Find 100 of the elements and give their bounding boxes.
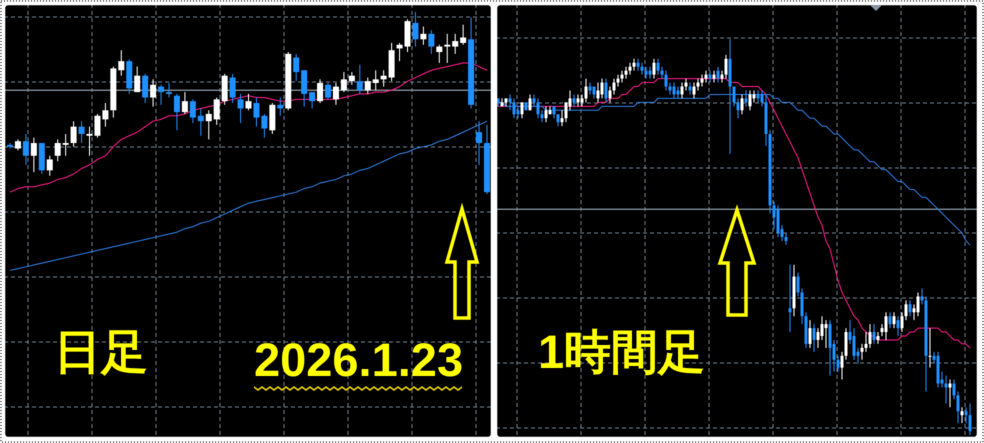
candlestick xyxy=(325,82,331,100)
candlestick xyxy=(844,328,848,360)
candlestick xyxy=(261,113,268,138)
candlestick xyxy=(600,78,604,99)
candlestick xyxy=(652,58,656,80)
candlestick xyxy=(756,90,760,103)
candlestick xyxy=(420,26,426,46)
candlestick xyxy=(948,379,952,408)
candlestick xyxy=(644,66,648,80)
candlestick xyxy=(604,78,608,103)
candlestick xyxy=(828,320,832,376)
candlestick xyxy=(412,12,418,48)
candlestick xyxy=(916,292,920,317)
candlestick xyxy=(716,66,720,84)
candlestick xyxy=(692,82,696,99)
candlestick xyxy=(860,343,864,360)
candlestick xyxy=(14,138,21,151)
candlestick xyxy=(94,113,100,138)
candlestick xyxy=(892,312,896,329)
candlestick xyxy=(46,155,53,176)
candlestick xyxy=(150,78,156,108)
candlestick xyxy=(684,78,688,91)
candlestick xyxy=(78,120,85,144)
candlestick xyxy=(190,98,196,124)
candlestick xyxy=(760,90,764,107)
candlestick xyxy=(436,44,442,64)
candlestick xyxy=(884,312,888,340)
candlestick xyxy=(198,108,204,136)
candlestick xyxy=(668,82,672,95)
candlestick xyxy=(624,66,628,80)
candlestick xyxy=(166,82,172,98)
candlestick xyxy=(460,24,466,46)
candlestick xyxy=(772,200,776,230)
candlestick xyxy=(340,72,347,93)
candlestick xyxy=(528,94,532,111)
candlestick xyxy=(332,82,339,106)
candlestick xyxy=(512,98,516,119)
candlestick xyxy=(277,97,284,116)
candlestick xyxy=(872,324,876,344)
candlestick xyxy=(540,110,544,123)
candlestick xyxy=(744,90,748,107)
candlestick xyxy=(592,86,596,99)
candlestick xyxy=(664,70,668,91)
candlestick xyxy=(584,78,588,103)
candlestick xyxy=(968,402,972,436)
candlestick xyxy=(656,58,660,76)
candlestick xyxy=(640,62,644,76)
candlestick xyxy=(348,72,355,86)
candlestick xyxy=(740,94,744,115)
text: 2026.1.23 xyxy=(254,333,464,386)
candlestick xyxy=(800,288,804,325)
candlestick xyxy=(253,97,260,128)
candlestick xyxy=(556,114,560,127)
candlestick xyxy=(720,70,724,84)
candlestick xyxy=(520,102,524,119)
candlestick xyxy=(588,82,592,95)
candlestick xyxy=(309,92,316,109)
candlestick xyxy=(536,98,540,119)
candlestick xyxy=(864,332,868,352)
candlestick xyxy=(836,355,840,372)
candlestick xyxy=(820,316,824,340)
candlestick xyxy=(134,66,140,93)
candlestick xyxy=(724,54,728,80)
candlestick xyxy=(428,30,434,54)
candlestick xyxy=(22,133,29,166)
candlestick xyxy=(840,351,844,380)
candlestick xyxy=(676,86,680,99)
candlestick xyxy=(118,50,124,76)
candlestick xyxy=(704,70,708,84)
candlestick xyxy=(62,133,69,156)
candlestick xyxy=(876,332,880,344)
candlestick xyxy=(900,312,904,333)
candlestick xyxy=(596,82,600,103)
candlestick xyxy=(182,92,188,114)
candlestick xyxy=(868,324,872,348)
candlestick xyxy=(544,106,548,123)
candlestick xyxy=(476,120,482,166)
candlestick xyxy=(796,272,800,297)
candlestick xyxy=(572,94,576,107)
candlestick xyxy=(628,62,632,76)
candlestick xyxy=(70,120,77,148)
candlestick xyxy=(508,94,512,111)
annotation: 1時間足 xyxy=(538,325,706,378)
candlestick xyxy=(158,84,164,106)
candlestick xyxy=(54,138,61,162)
candlestick xyxy=(293,53,300,82)
candlestick xyxy=(616,74,620,88)
candlestick xyxy=(944,375,948,404)
candlestick xyxy=(230,73,236,104)
candlestick xyxy=(380,70,387,88)
candlestick xyxy=(246,93,252,111)
candlestick xyxy=(696,78,700,91)
candlestick xyxy=(956,390,960,424)
candlestick xyxy=(301,70,308,108)
candlestick xyxy=(317,78,324,104)
candlestick xyxy=(712,70,716,84)
candlestick xyxy=(174,93,180,131)
candlestick xyxy=(700,74,704,88)
candlestick xyxy=(356,64,363,94)
candlestick xyxy=(888,312,892,329)
